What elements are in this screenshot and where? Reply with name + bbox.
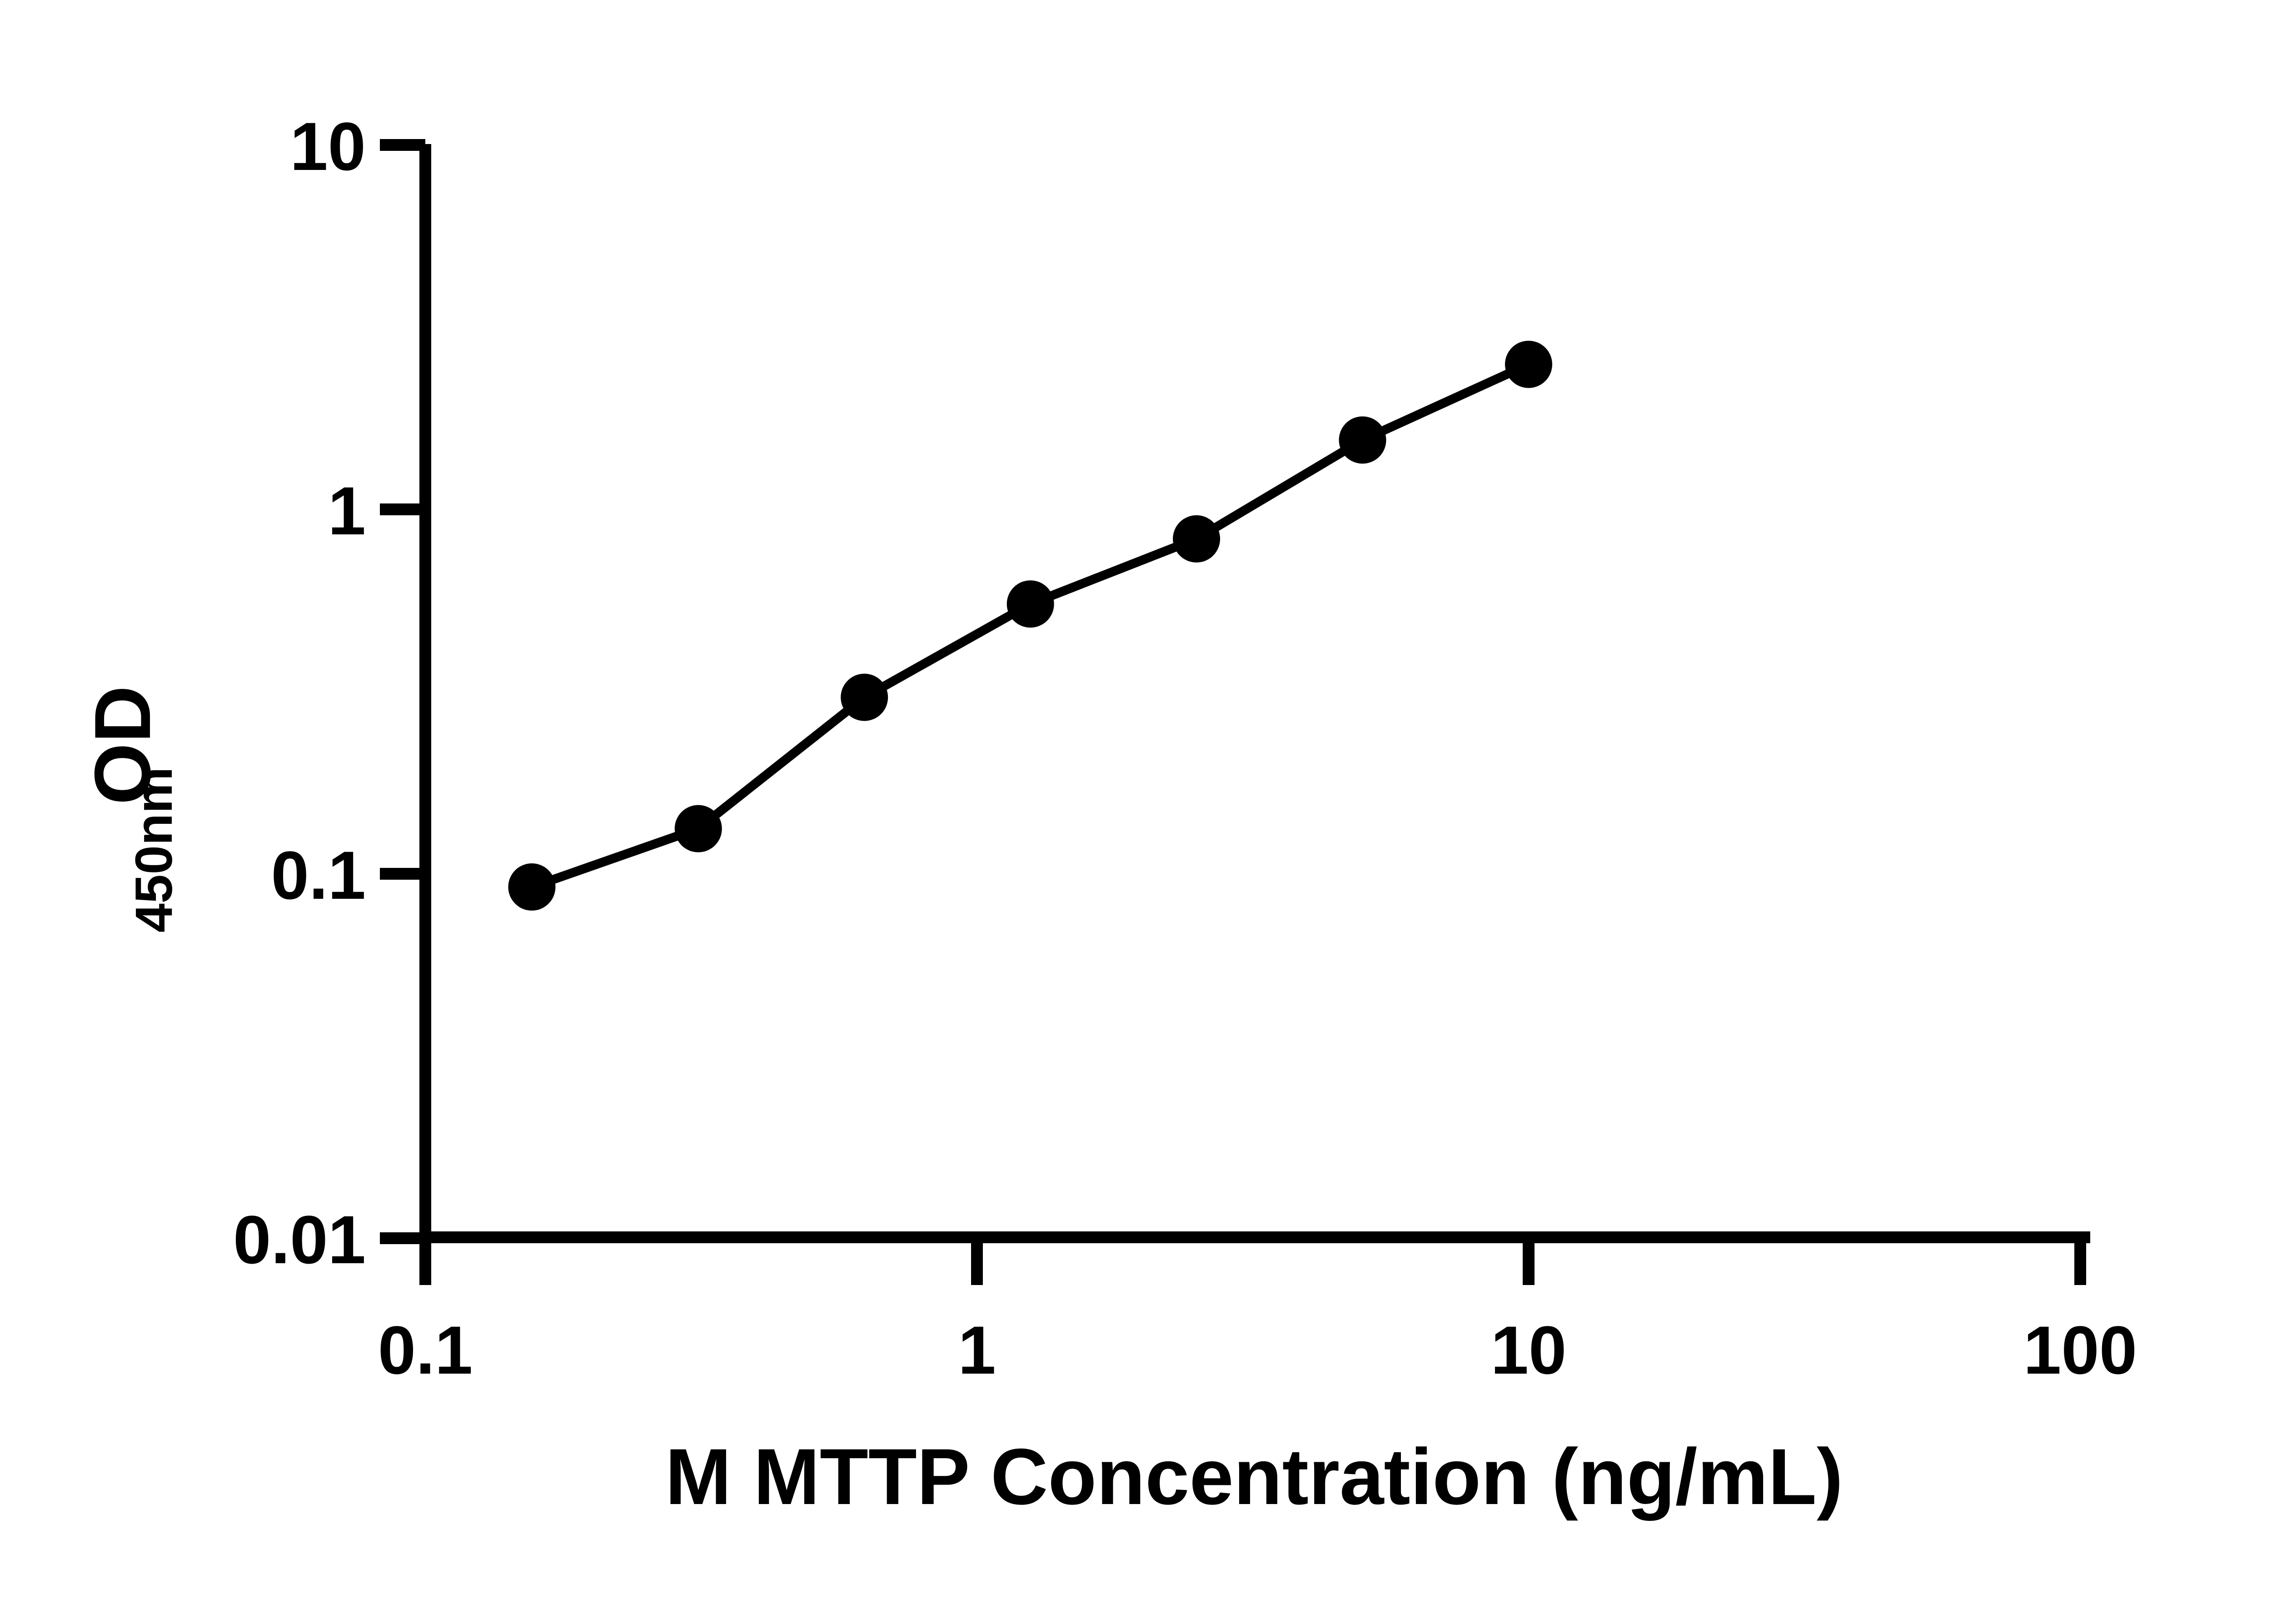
y-tick-label: 10 bbox=[290, 108, 366, 184]
x-tick-label: 10 bbox=[1491, 1312, 1567, 1388]
data-point bbox=[841, 673, 888, 721]
x-axis-tick-labels: 0.1 1 10 100 bbox=[378, 1312, 2137, 1388]
x-axis-ticks bbox=[419, 1237, 2086, 1285]
x-axis-title: M MTTP Concentration (ng/mL) bbox=[665, 1433, 1843, 1521]
y-axis-ticks bbox=[380, 139, 425, 1244]
y-tick-label: 0.1 bbox=[271, 837, 366, 913]
series-markers bbox=[508, 340, 1552, 911]
data-point bbox=[1339, 416, 1386, 464]
data-point bbox=[674, 805, 722, 852]
data-point bbox=[1006, 580, 1054, 628]
data-point bbox=[1173, 515, 1221, 563]
data-point bbox=[1505, 340, 1552, 388]
y-axis-title: OD 450nm bbox=[79, 686, 183, 932]
data-point bbox=[508, 863, 556, 911]
x-tick-label: 0.1 bbox=[378, 1312, 473, 1388]
y-axis-tick-labels: 10 1 0.1 0.01 bbox=[233, 108, 366, 1278]
y-tick-label: 0.01 bbox=[233, 1201, 366, 1278]
x-tick-label: 100 bbox=[2023, 1312, 2137, 1388]
y-axis-title-main: OD bbox=[79, 686, 167, 805]
x-tick-label: 1 bbox=[958, 1312, 996, 1388]
y-axis-title-subscript: 450nm bbox=[125, 767, 183, 932]
y-tick-label: 1 bbox=[328, 473, 366, 549]
